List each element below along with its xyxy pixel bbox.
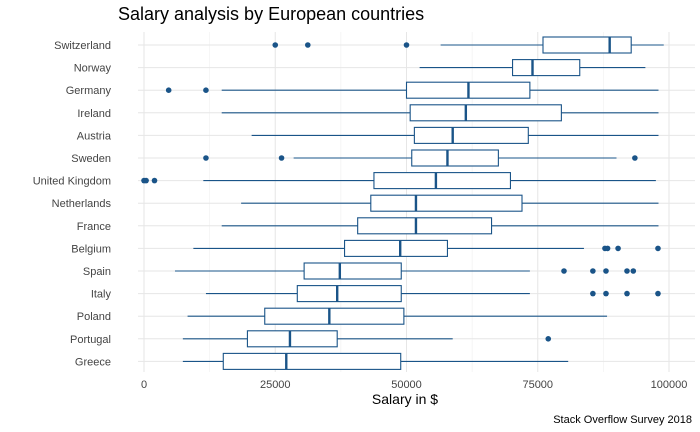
y-tick-label: United Kingdom: [33, 176, 111, 188]
box-france: [221, 217, 659, 235]
outlier-point: [203, 155, 209, 161]
y-tick-label: Italy: [91, 289, 112, 301]
y-tick-label: Spain: [83, 266, 111, 278]
box-spain: [174, 262, 637, 280]
y-tick-label: Switzerland: [54, 40, 111, 52]
y-tick-label: Greece: [75, 356, 111, 368]
x-axis-title: Salary in $: [372, 391, 438, 407]
iqr-box: [511, 59, 581, 77]
outlier-point: [305, 42, 311, 48]
box-sweden: [203, 149, 638, 167]
outlier-point: [590, 268, 596, 274]
outlier-point: [603, 290, 609, 297]
iqr-box: [542, 36, 632, 54]
outlier-point: [604, 245, 611, 252]
y-tick-label: Ireland: [77, 108, 111, 120]
box-ireland: [221, 104, 659, 122]
box-greece: [182, 352, 569, 370]
outlier-point: [590, 290, 596, 297]
outlier-point: [655, 290, 661, 297]
x-tick-label: 50000: [391, 379, 422, 391]
x-tick-label: 75000: [522, 379, 553, 391]
iqr-box: [413, 126, 529, 144]
y-axis-labels: Switzerland Norway Germany Ireland Austria Sw…: [33, 40, 112, 368]
outlier-point: [278, 155, 285, 161]
chart-title: Salary analysis by European countries: [118, 4, 424, 24]
y-tick-label: France: [77, 221, 111, 233]
outlier-point: [603, 268, 609, 274]
iqr-box: [411, 149, 499, 167]
y-tick-label: Belgium: [71, 243, 111, 255]
outlier-point: [624, 290, 630, 297]
box-italy: [205, 285, 661, 303]
y-tick-label: Netherlands: [52, 198, 112, 210]
box-netherlands: [241, 194, 659, 212]
y-tick-label: Sweden: [71, 153, 111, 165]
iqr-box: [296, 285, 402, 303]
outlier-point: [151, 177, 158, 184]
outlier-point: [272, 42, 279, 48]
iqr-box: [343, 239, 448, 257]
iqr-box: [373, 172, 512, 190]
iqr-box: [409, 104, 562, 122]
iqr-box: [222, 352, 402, 370]
y-tick-label: Austria: [77, 130, 112, 142]
x-axis-ticks: 0 25000 50000 75000 100000: [141, 379, 687, 391]
x-tick-label: 25000: [260, 379, 291, 391]
outlier-point: [143, 177, 149, 184]
box-united-kingdom: [141, 172, 656, 190]
outlier-point: [403, 42, 410, 48]
box-belgium: [193, 239, 661, 257]
outlier-point: [615, 245, 621, 252]
iqr-box: [303, 262, 402, 280]
outlier-point: [655, 245, 661, 252]
outlier-point: [165, 87, 172, 93]
outlier-point: [624, 268, 630, 274]
box-poland: [187, 307, 608, 325]
outlier-point: [203, 87, 209, 93]
iqr-box: [264, 307, 405, 325]
box-austria: [251, 126, 659, 144]
y-tick-label: Portugal: [70, 334, 111, 346]
box-portugal: [182, 330, 552, 348]
x-tick-label: 100000: [651, 379, 688, 391]
chart-caption: Stack Overflow Survey 2018: [553, 414, 692, 426]
outlier-point: [632, 155, 638, 161]
y-tick-label: Norway: [74, 63, 112, 75]
iqr-box: [357, 217, 493, 235]
box-switzerland: [272, 36, 664, 54]
iqr-box: [370, 194, 523, 212]
outlier-point: [545, 336, 552, 342]
box-germany: [165, 81, 659, 99]
outlier-point: [561, 268, 567, 274]
boxplot-series: [141, 36, 664, 370]
box-norway: [419, 59, 646, 77]
outlier-point: [630, 268, 637, 274]
iqr-box: [246, 330, 338, 348]
y-tick-label: Germany: [66, 85, 112, 97]
x-tick-label: 0: [141, 379, 147, 391]
y-tick-label: Poland: [77, 311, 111, 323]
